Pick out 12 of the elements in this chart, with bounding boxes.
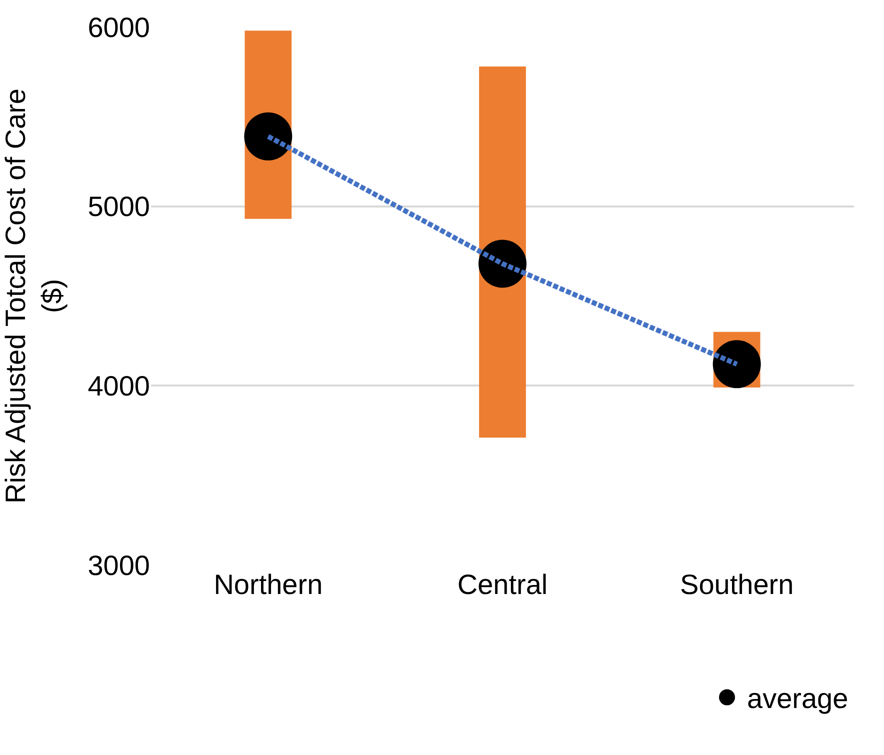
point [478, 240, 526, 288]
x-tick-label: Northern [214, 569, 323, 600]
y-tick-label: 6000 [88, 12, 150, 43]
point [244, 112, 292, 160]
x-tick-label: Central [457, 569, 548, 600]
y-tick-label: 3000 [88, 550, 150, 581]
point [712, 340, 761, 388]
y-axis-title: Risk Adjusted Totcal Cost of Care ($) [0, 88, 68, 504]
y-tick-label: 5000 [88, 191, 150, 222]
y-tick-label: 4000 [88, 370, 150, 402]
x-tick-label: Southern [680, 569, 794, 600]
legend-label: average [747, 683, 848, 714]
